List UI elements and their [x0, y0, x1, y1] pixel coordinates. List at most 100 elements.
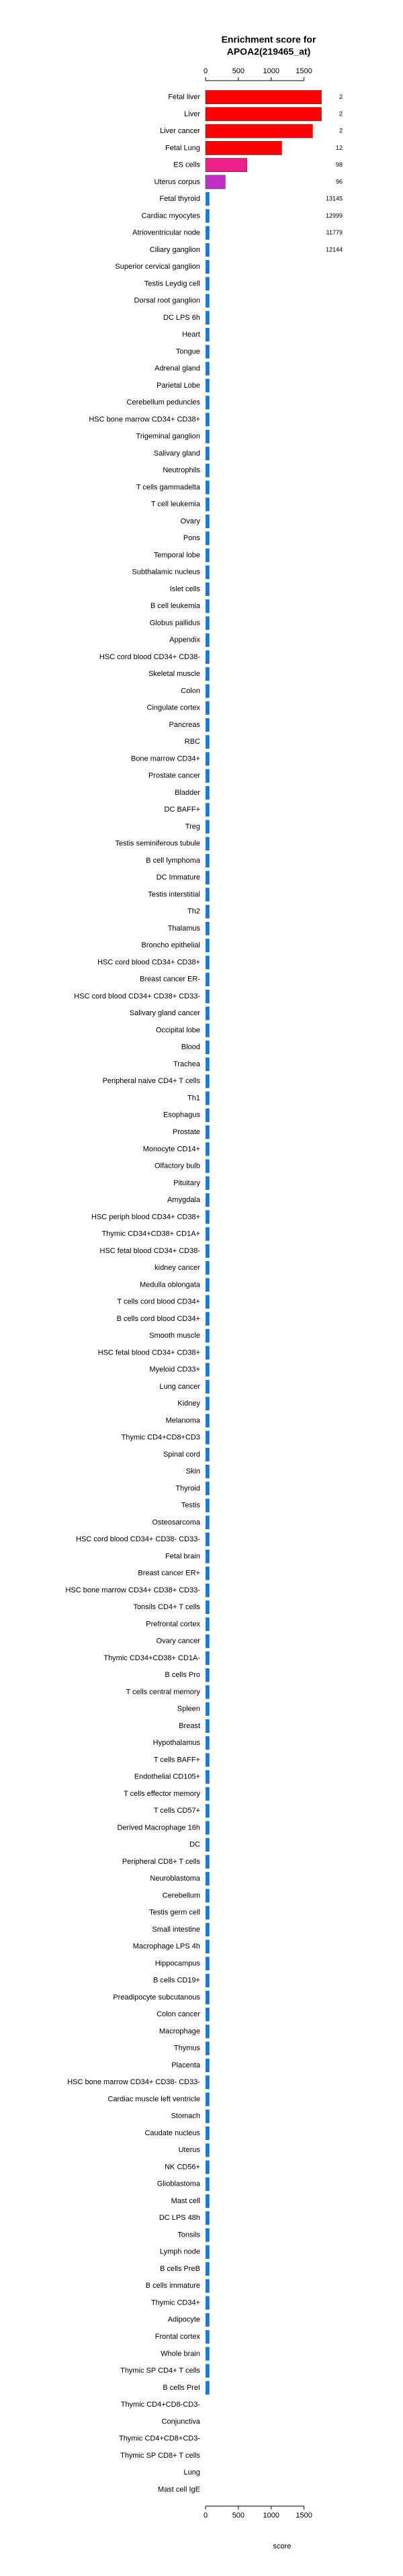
y-tick-label: Mast cell [171, 2197, 200, 2205]
bar [206, 1889, 210, 1903]
chart-subtitle: APOA2(219465_at) [227, 46, 311, 57]
y-tick-label: Cerebellum peduncles [127, 398, 201, 406]
y-tick-label: B cells Pro [165, 1671, 200, 1679]
bar [206, 718, 210, 732]
bar [206, 1854, 210, 1869]
bar [206, 1244, 210, 1258]
y-tick-label: HSC cord blood CD34+ CD38- CD33- [76, 1535, 200, 1543]
y-tick-label: Superior cervical ganglion [115, 263, 200, 271]
y-tick-label: B cells cord blood CD34+ [117, 1315, 200, 1323]
y-tick-label: B cells CD19+ [153, 1977, 200, 1985]
bar [206, 209, 210, 223]
bar [206, 1922, 210, 1937]
bar [206, 2160, 210, 2174]
x-tick-label: 1000 [263, 67, 279, 75]
y-tick-label: Tongue [176, 347, 200, 355]
y-tick-label: Whole brain [161, 2350, 200, 2358]
bar [206, 1668, 210, 1682]
y-tick-label: Medulla oblongata [140, 1281, 201, 1289]
y-tick-label: Endothelial CD105+ [134, 1773, 200, 1781]
bar [206, 2008, 210, 2022]
bar [206, 972, 210, 986]
y-tick-label: B cells PreI [163, 2384, 200, 2392]
y-tick-label: Bone marrow CD34+ [131, 755, 200, 763]
y-tick-label: Amygdala [167, 1196, 201, 1204]
bar [206, 1719, 210, 1733]
bar [206, 888, 210, 902]
bar-label: 12999 [326, 212, 343, 219]
y-tick-label: Uterus [179, 2146, 201, 2154]
bar-label: 98 [336, 161, 343, 168]
y-tick-label: ES cells [173, 161, 200, 169]
y-tick-label: Lymph node [160, 2248, 200, 2256]
y-tick-label: Breast cancer ER+ [138, 1570, 200, 1578]
y-tick-label: Thalamus [168, 925, 201, 933]
bar [206, 2092, 210, 2106]
y-tick-label: Uterus corpus [154, 178, 201, 186]
y-tick-label: Fetal brain [165, 1552, 200, 1560]
bar [206, 1176, 210, 1190]
bar [206, 1023, 210, 1037]
y-tick-label: Esophagus [163, 1111, 201, 1119]
y-tick-label: Neutrophils [163, 466, 200, 474]
bar [206, 1600, 210, 1615]
y-tick-label: Thymic CD4+CD8-CD3- [121, 2401, 201, 2409]
y-tick-label: Adrenal gland [154, 365, 200, 373]
bar [206, 1278, 210, 1292]
y-tick-label: HSC cord blood CD34+ CD38- [99, 653, 200, 661]
y-tick-label: Spleen [177, 1705, 200, 1713]
bar [206, 294, 210, 308]
y-tick-label: Bladder [175, 789, 200, 797]
y-tick-label: DC BAFF+ [165, 806, 200, 814]
bar [206, 310, 210, 325]
y-tick-label: Preadipocyte subcutanous [113, 1993, 200, 2002]
y-tick-label: Frontal cortex [155, 2333, 201, 2341]
y-tick-label: Trachea [173, 1060, 201, 1068]
bar [206, 480, 210, 495]
y-tick-label: B cells PreB [160, 2265, 200, 2273]
y-tick-label: Parietal Lobe [156, 382, 200, 390]
bar [206, 667, 210, 681]
y-tick-label: Fetal thyroid [159, 195, 200, 203]
y-tick-label: Broncho epithelial [142, 941, 200, 949]
bar [206, 378, 210, 393]
bar [206, 1261, 210, 1275]
bar [206, 2380, 210, 2395]
y-tick-label: Peripheral naive CD4+ T cells [103, 1077, 201, 1085]
y-tick-label: T cells CD57+ [154, 1807, 200, 1815]
y-tick-label: Islet cells [170, 585, 201, 593]
y-tick-label: Ovary [181, 517, 201, 525]
y-tick-label: DC [189, 1841, 200, 1849]
bar [206, 2313, 210, 2327]
bar [206, 2075, 210, 2090]
bar [206, 2024, 210, 2038]
bar [206, 2109, 210, 2123]
bar [206, 345, 210, 359]
y-tick-label: Salivary gland [154, 449, 200, 458]
bar [206, 1838, 210, 1852]
bar [205, 158, 247, 173]
y-tick-label: Th2 [187, 908, 200, 916]
y-tick-label: Ovary cancer [156, 1637, 201, 1645]
y-tick-label: Ciliary ganglion [150, 246, 200, 254]
bar [206, 1770, 210, 1784]
bar-label: 2 [339, 128, 343, 134]
y-tick-label: Fetal liver [168, 93, 200, 101]
bar-label: 2 [339, 93, 343, 100]
bar [206, 1040, 210, 1054]
bar [206, 769, 210, 783]
y-tick-label: Testis germ cell [149, 1909, 200, 1917]
bar-label: 12 [336, 144, 343, 151]
y-tick-label: Thymic CD34+ [151, 2299, 200, 2307]
y-tick-label: Glioblastoma [157, 2180, 201, 2188]
x-tick-label: 500 [232, 2511, 244, 2520]
x-tick-label: 1500 [296, 67, 312, 75]
y-tick-label: Smooth muscle [149, 1332, 200, 1340]
y-tick-label: Mast cell IgE [158, 2485, 200, 2493]
x-tick-label: 1000 [263, 2511, 279, 2520]
bar [206, 464, 210, 478]
bar [206, 2364, 210, 2378]
bar [206, 2262, 210, 2276]
y-tick-label: B cells immature [146, 2282, 200, 2290]
y-tick-label: HSC cord blood CD34+ CD38+ CD33- [74, 992, 200, 1000]
